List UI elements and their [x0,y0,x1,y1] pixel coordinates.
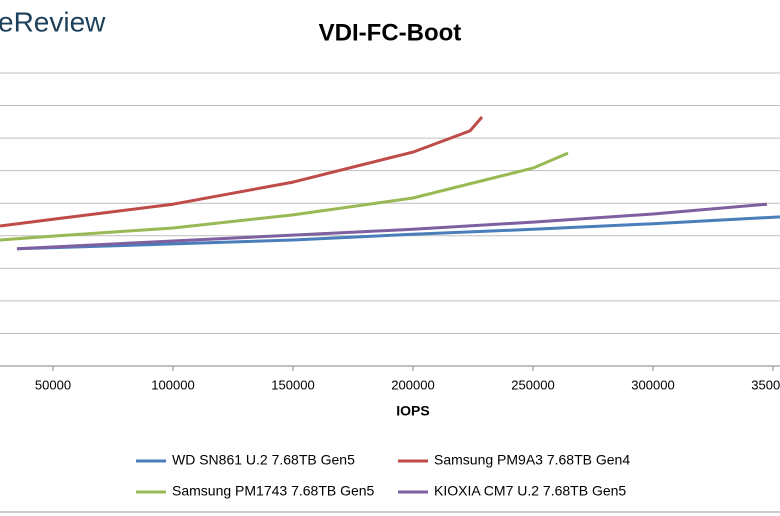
x-tick-label: 200000 [391,377,434,392]
x-tick-label: 350000 [751,377,780,392]
legend-label: Samsung PM9A3 7.68TB Gen4 [434,452,630,468]
x-tick-label: 50000 [35,377,71,392]
x-tick-label: 100000 [151,377,194,392]
brand-logo: eReview [0,6,106,37]
x-axis-label: IOPS [396,403,429,419]
legend-label: KIOXIA CM7 U.2 7.68TB Gen5 [434,483,626,499]
series-line [16,202,768,251]
series-line [0,151,569,242]
legend-label: Samsung PM1743 7.68TB Gen5 [172,483,375,499]
x-tick-label: 250000 [511,377,554,392]
legend-label: WD SN861 U.2 7.68TB Gen5 [172,452,355,468]
series-line [0,116,484,228]
x-tick-label: 150000 [271,377,314,392]
x-tick-label: 300000 [631,377,674,392]
chart-title: VDI-FC-Boot [319,19,462,46]
series-line [16,215,780,251]
